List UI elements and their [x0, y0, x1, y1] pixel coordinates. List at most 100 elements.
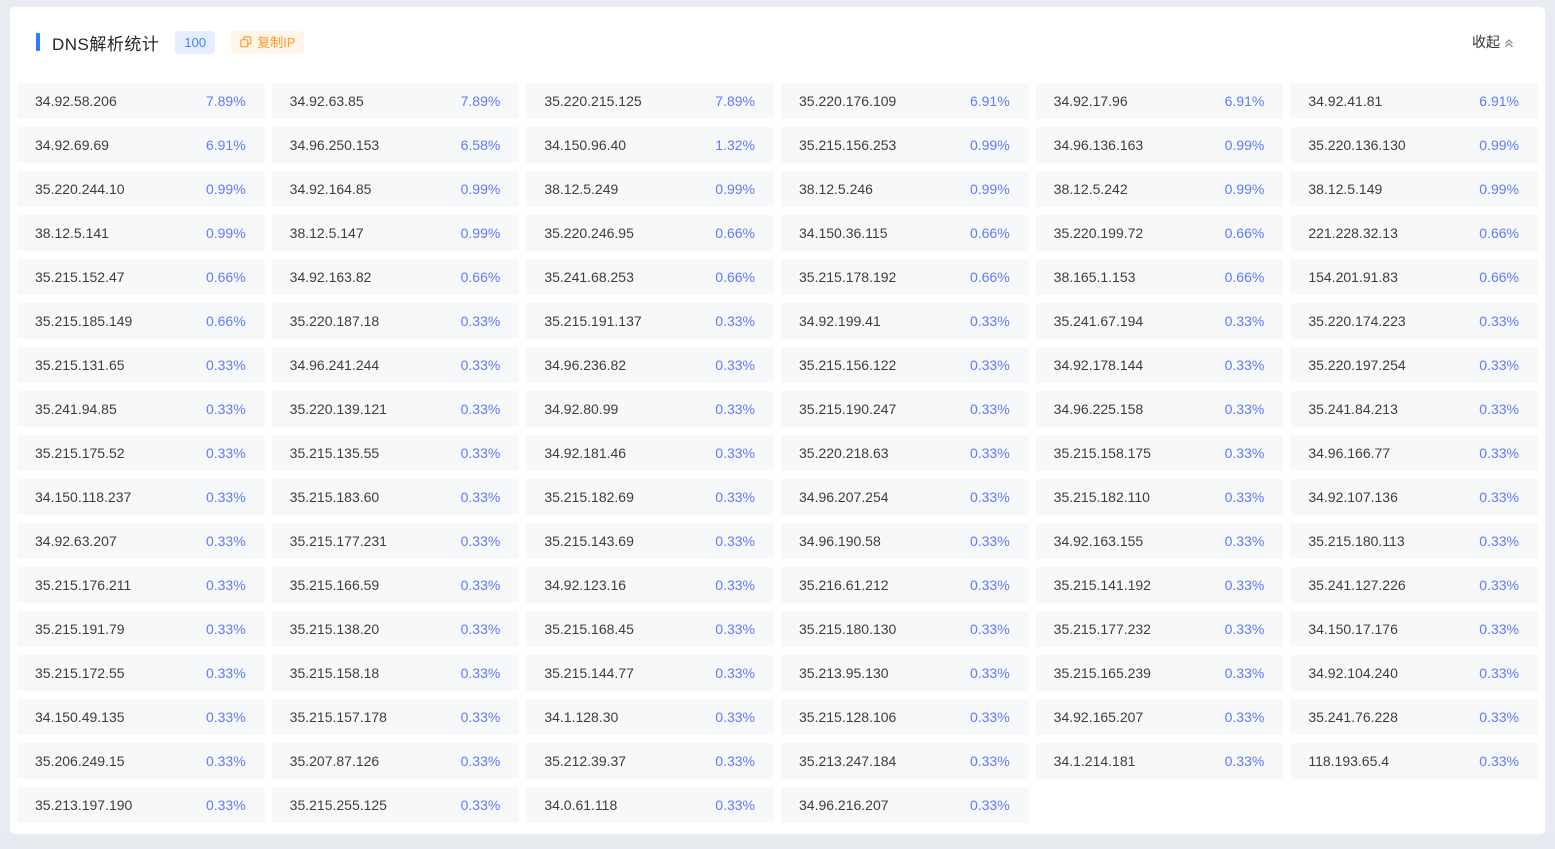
ip-address: 35.220.174.223 [1308, 313, 1406, 329]
ip-address: 35.241.76.228 [1308, 709, 1398, 725]
ip-address: 35.215.177.232 [1053, 621, 1151, 637]
ip-address: 34.150.36.115 [799, 225, 888, 241]
ip-percentage: 0.66% [715, 269, 755, 285]
ip-cell: 35.215.191.137 0.33% [526, 303, 774, 339]
ip-percentage: 0.33% [1224, 709, 1265, 725]
ip-cell: 35.241.68.253 0.66% [526, 259, 774, 295]
ip-percentage: 0.33% [715, 489, 755, 505]
ip-cell: 118.193.65.4 0.33% [1290, 743, 1538, 779]
ip-address: 35.213.95.130 [799, 665, 889, 681]
ip-cell: 34.150.118.237 0.33% [17, 479, 265, 515]
ip-cell: 34.96.166.77 0.33% [1290, 435, 1538, 471]
collapse-toggle[interactable]: 收起 [1472, 32, 1515, 52]
ip-cell: 35.213.247.184 0.33% [781, 743, 1029, 779]
copy-ip-button[interactable]: 复制IP [231, 30, 305, 54]
ip-address: 35.241.127.226 [1308, 577, 1406, 593]
ip-cell: 34.92.178.144 0.33% [1035, 347, 1284, 383]
ip-percentage: 0.33% [969, 489, 1010, 505]
ip-address: 38.165.1.153 [1053, 269, 1136, 285]
ip-cell: 34.92.80.99 0.33% [526, 391, 774, 427]
ip-address: 35.241.68.253 [544, 269, 634, 285]
ip-cell: 34.92.163.82 0.66% [271, 259, 520, 295]
ip-address: 35.215.158.18 [289, 665, 380, 681]
ip-address: 34.92.123.16 [544, 577, 627, 593]
ip-cell: 34.92.63.207 0.33% [17, 523, 265, 559]
ip-cell: 35.215.177.231 0.33% [271, 523, 520, 559]
ip-cell: 35.220.199.72 0.66% [1035, 215, 1284, 251]
ip-percentage: 0.33% [715, 445, 755, 461]
ip-percentage: 0.66% [205, 269, 246, 285]
ip-cell: 35.215.156.122 0.33% [781, 347, 1029, 383]
ip-cell: 35.241.84.213 0.33% [1290, 391, 1538, 427]
ip-cell: 35.241.127.226 0.33% [1290, 567, 1538, 603]
ip-address: 35.215.157.178 [289, 709, 387, 725]
ip-address: 34.92.165.207 [1053, 709, 1144, 725]
ip-cell: 35.220.176.109 6.91% [781, 83, 1029, 119]
ip-cell: 35.215.177.232 0.33% [1035, 611, 1284, 647]
ip-percentage: 0.33% [715, 797, 755, 813]
ip-address: 35.215.183.60 [289, 489, 380, 505]
ip-cell: 35.220.244.10 0.99% [17, 171, 265, 207]
ip-address: 35.220.139.121 [289, 401, 387, 417]
ip-percentage: 0.33% [1479, 401, 1519, 417]
ip-cell: 34.150.96.40 1.32% [526, 127, 774, 163]
ip-address: 35.215.191.137 [544, 313, 642, 329]
ip-cell: 35.215.191.79 0.33% [17, 611, 265, 647]
ip-address: 35.215.143.69 [544, 533, 634, 549]
ip-address: 35.220.187.18 [289, 313, 380, 329]
ip-cell: 34.150.17.176 0.33% [1290, 611, 1538, 647]
ip-address: 118.193.65.4 [1308, 753, 1390, 769]
ip-cell: 34.96.190.58 0.33% [781, 523, 1029, 559]
ip-percentage: 0.33% [969, 709, 1010, 725]
ip-cell: 34.96.207.254 0.33% [781, 479, 1029, 515]
ip-address: 34.150.17.176 [1308, 621, 1398, 637]
ip-address: 35.241.84.213 [1308, 401, 1398, 417]
ip-cell: 35.215.131.65 0.33% [17, 347, 265, 383]
ip-percentage: 0.99% [205, 225, 246, 241]
ip-percentage: 0.66% [969, 269, 1010, 285]
ip-address: 34.92.80.99 [544, 401, 619, 417]
ip-address: 35.215.190.247 [799, 401, 897, 417]
ip-address: 35.220.176.109 [799, 93, 897, 109]
ip-cell: 38.12.5.149 0.99% [1290, 171, 1538, 207]
ip-percentage: 0.99% [460, 181, 501, 197]
ip-cell: 35.220.136.130 0.99% [1290, 127, 1538, 163]
ip-address: 34.92.178.144 [1053, 357, 1144, 373]
ip-address: 35.215.168.45 [544, 621, 634, 637]
ip-address: 35.215.182.110 [1053, 489, 1150, 505]
ip-percentage: 0.33% [969, 401, 1010, 417]
ip-cell: 35.220.139.121 0.33% [271, 391, 520, 427]
ip-percentage: 0.33% [1224, 577, 1265, 593]
ip-percentage: 0.33% [460, 665, 501, 681]
ip-address: 35.215.156.253 [799, 137, 897, 153]
ip-cell: 35.215.135.55 0.33% [271, 435, 520, 471]
ip-cell: 35.215.180.130 0.33% [781, 611, 1029, 647]
ip-percentage: 0.33% [1479, 313, 1519, 329]
ip-percentage: 0.33% [715, 709, 755, 725]
ip-percentage: 0.33% [205, 445, 246, 461]
ip-percentage: 0.33% [969, 797, 1010, 813]
ip-address: 35.212.39.37 [544, 753, 627, 769]
ip-address: 35.220.215.125 [544, 93, 642, 109]
ip-cell: 35.220.174.223 0.33% [1290, 303, 1538, 339]
ip-percentage: 0.33% [715, 533, 755, 549]
ip-address: 35.216.61.212 [799, 577, 889, 593]
ip-cell: 35.215.178.192 0.66% [781, 259, 1029, 295]
ip-percentage: 0.33% [205, 797, 246, 813]
ip-cell: 35.215.165.239 0.33% [1035, 655, 1284, 691]
ip-cell: 35.215.152.47 0.66% [17, 259, 265, 295]
ip-percentage: 6.58% [460, 137, 501, 153]
ip-cell: 35.212.39.37 0.33% [526, 743, 774, 779]
ip-percentage: 0.33% [460, 401, 501, 417]
ip-address: 34.1.128.30 [544, 709, 619, 725]
ip-cell: 35.220.246.95 0.66% [526, 215, 774, 251]
ip-percentage: 0.33% [205, 533, 246, 549]
ip-percentage: 0.99% [205, 181, 246, 197]
ip-percentage: 0.99% [1479, 181, 1519, 197]
ip-percentage: 0.33% [715, 665, 755, 681]
ip-cell: 154.201.91.83 0.66% [1290, 259, 1538, 295]
ip-address: 34.92.164.85 [289, 181, 372, 197]
ip-percentage: 0.33% [1479, 357, 1519, 373]
ip-percentage: 0.33% [460, 489, 501, 505]
ip-cell: 34.1.128.30 0.33% [526, 699, 774, 735]
